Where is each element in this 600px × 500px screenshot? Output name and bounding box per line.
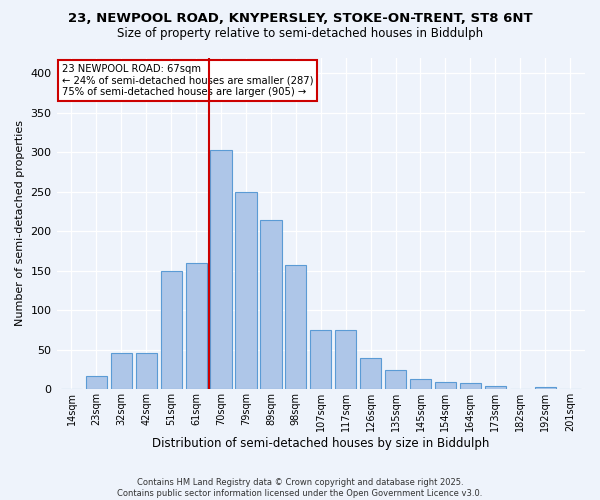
Bar (435, 382, 456, 390)
Bar (235, 192, 257, 390)
Bar (310, 330, 331, 390)
Bar (161, 271, 182, 390)
Bar (185, 263, 207, 390)
Bar (485, 386, 506, 390)
Bar (260, 220, 281, 390)
Text: Size of property relative to semi-detached houses in Biddulph: Size of property relative to semi-detach… (117, 28, 483, 40)
Bar (136, 353, 157, 390)
Bar (111, 353, 132, 390)
Bar (535, 387, 556, 390)
Bar (460, 383, 481, 390)
Bar (335, 330, 356, 390)
Bar (285, 264, 307, 390)
Text: Contains HM Land Registry data © Crown copyright and database right 2025.
Contai: Contains HM Land Registry data © Crown c… (118, 478, 482, 498)
Text: 23, NEWPOOL ROAD, KNYPERSLEY, STOKE-ON-TRENT, ST8 6NT: 23, NEWPOOL ROAD, KNYPERSLEY, STOKE-ON-T… (68, 12, 532, 26)
Bar (86, 376, 107, 390)
Bar (410, 379, 431, 390)
Bar (360, 358, 381, 390)
Bar (211, 150, 232, 390)
Bar (385, 370, 406, 390)
X-axis label: Distribution of semi-detached houses by size in Biddulph: Distribution of semi-detached houses by … (152, 437, 490, 450)
Y-axis label: Number of semi-detached properties: Number of semi-detached properties (15, 120, 25, 326)
Text: 23 NEWPOOL ROAD: 67sqm
← 24% of semi-detached houses are smaller (287)
75% of se: 23 NEWPOOL ROAD: 67sqm ← 24% of semi-det… (62, 64, 313, 98)
